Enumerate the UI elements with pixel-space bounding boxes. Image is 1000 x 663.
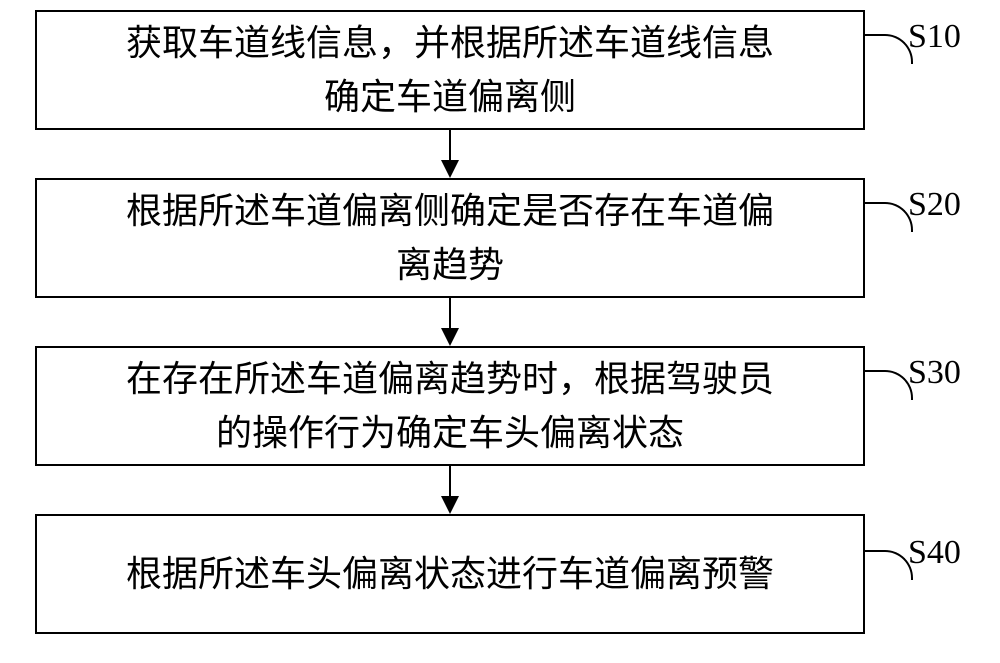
step-box-s40: 根据所述车头偏离状态进行车道偏离预警 — [35, 514, 865, 634]
step-label-s40: S40 — [908, 534, 961, 572]
label-connector — [865, 370, 913, 400]
arrow-s20-s30 — [450, 298, 470, 346]
step-box-s30: 在存在所述车道偏离趋势时，根据驾驶员 的操作行为确定车头偏离状态 — [35, 346, 865, 466]
step-label-s30: S30 — [908, 354, 961, 392]
step-text: 根据所述车道偏离侧确定是否存在车道偏 离趋势 — [126, 184, 774, 292]
label-connector — [865, 550, 913, 580]
step-box-s20: 根据所述车道偏离侧确定是否存在车道偏 离趋势 — [35, 178, 865, 298]
label-connector — [865, 34, 913, 64]
flowchart-canvas: 获取车道线信息，并根据所述车道线信息 确定车道偏离侧 S10 根据所述车道偏离侧… — [0, 0, 1000, 663]
step-label-s20: S20 — [908, 186, 961, 224]
step-text: 获取车道线信息，并根据所述车道线信息 确定车道偏离侧 — [126, 16, 774, 124]
label-connector — [865, 202, 913, 232]
step-text: 根据所述车头偏离状态进行车道偏离预警 — [126, 547, 774, 601]
step-text: 在存在所述车道偏离趋势时，根据驾驶员 的操作行为确定车头偏离状态 — [126, 352, 774, 460]
step-label-s10: S10 — [908, 18, 961, 56]
arrow-s10-s20 — [450, 130, 470, 178]
step-box-s10: 获取车道线信息，并根据所述车道线信息 确定车道偏离侧 — [35, 10, 865, 130]
arrow-s30-s40 — [450, 466, 470, 514]
